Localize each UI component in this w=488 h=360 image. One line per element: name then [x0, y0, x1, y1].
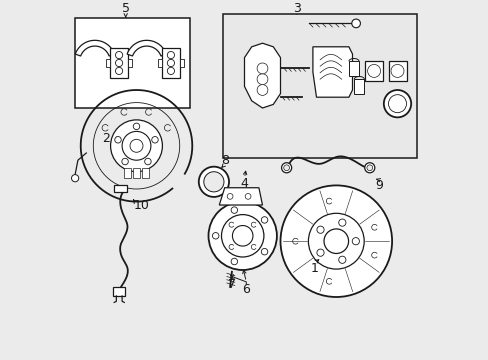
Bar	[142, 168, 149, 178]
Circle shape	[390, 64, 403, 77]
Bar	[106, 59, 110, 67]
Circle shape	[280, 185, 391, 297]
Bar	[223, 14, 416, 158]
Circle shape	[203, 172, 224, 192]
Circle shape	[283, 165, 289, 171]
Text: 2: 2	[102, 132, 110, 145]
Text: 9: 9	[375, 179, 383, 192]
Bar	[123, 168, 131, 178]
Circle shape	[351, 238, 359, 245]
Circle shape	[115, 51, 122, 59]
Bar	[110, 48, 128, 78]
Circle shape	[151, 136, 158, 143]
Circle shape	[110, 120, 162, 172]
Text: 8: 8	[220, 154, 228, 167]
Circle shape	[231, 207, 237, 213]
Circle shape	[244, 194, 250, 199]
Circle shape	[115, 136, 121, 143]
Circle shape	[316, 249, 324, 256]
Circle shape	[227, 194, 232, 199]
Bar	[113, 287, 125, 296]
Circle shape	[221, 215, 264, 257]
Polygon shape	[244, 43, 280, 108]
Circle shape	[338, 256, 345, 264]
Circle shape	[232, 225, 252, 246]
Circle shape	[133, 123, 140, 130]
Circle shape	[257, 63, 267, 74]
Bar	[180, 59, 183, 67]
Text: 10: 10	[134, 199, 149, 212]
Circle shape	[367, 64, 380, 77]
Bar	[158, 59, 162, 67]
Bar	[114, 185, 126, 192]
Circle shape	[122, 131, 151, 160]
Circle shape	[338, 219, 345, 226]
Text: 6: 6	[242, 283, 250, 296]
Bar	[75, 18, 190, 108]
Circle shape	[167, 59, 174, 67]
Circle shape	[199, 167, 228, 197]
Circle shape	[257, 85, 267, 95]
Bar	[365, 61, 382, 81]
Circle shape	[130, 139, 142, 152]
Text: 1: 1	[310, 262, 318, 275]
Polygon shape	[127, 40, 166, 56]
Bar	[387, 61, 406, 81]
Circle shape	[308, 213, 364, 269]
Bar	[162, 48, 180, 78]
Bar	[128, 59, 131, 67]
Polygon shape	[75, 40, 114, 56]
Polygon shape	[312, 47, 352, 97]
Text: 5: 5	[122, 3, 129, 15]
Bar	[348, 61, 358, 76]
Circle shape	[324, 229, 348, 253]
Circle shape	[257, 74, 267, 85]
Circle shape	[231, 258, 237, 265]
Text: 4: 4	[240, 177, 248, 190]
Circle shape	[281, 163, 291, 173]
Circle shape	[144, 158, 151, 165]
Text: 7: 7	[227, 278, 235, 291]
Polygon shape	[219, 188, 262, 205]
Circle shape	[316, 226, 324, 233]
Circle shape	[366, 165, 372, 171]
Circle shape	[71, 175, 79, 182]
Circle shape	[383, 90, 410, 117]
Text: 3: 3	[292, 3, 300, 15]
Bar	[133, 168, 140, 178]
Circle shape	[167, 51, 174, 59]
Bar	[354, 79, 364, 94]
Circle shape	[212, 233, 219, 239]
Circle shape	[261, 217, 267, 223]
Circle shape	[387, 95, 406, 113]
Circle shape	[261, 248, 267, 255]
Circle shape	[351, 19, 360, 28]
Circle shape	[208, 202, 276, 270]
Circle shape	[167, 67, 174, 75]
Circle shape	[122, 158, 128, 165]
Circle shape	[115, 59, 122, 67]
Circle shape	[115, 67, 122, 75]
Circle shape	[364, 163, 374, 173]
